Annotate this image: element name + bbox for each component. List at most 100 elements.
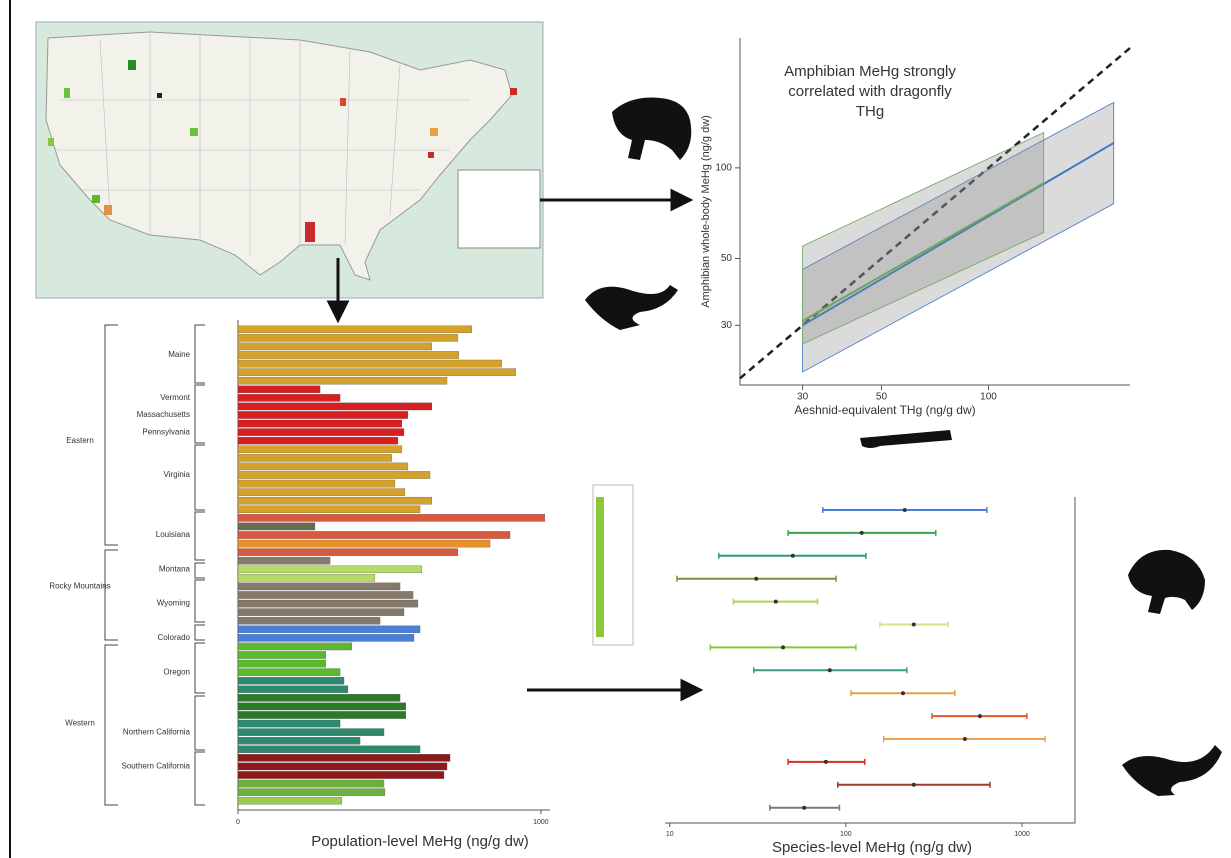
x-tick-label: 0: [236, 819, 240, 826]
state-label: Wyoming: [157, 599, 190, 608]
bar: [238, 660, 326, 667]
bar: [238, 523, 315, 530]
state-label: Montana: [159, 564, 191, 573]
bar: [238, 746, 420, 753]
bar: [238, 711, 406, 718]
bar: [238, 377, 447, 384]
state-label: Louisiana: [156, 530, 191, 539]
x-tick-label: 1000: [533, 819, 549, 826]
bar: [238, 420, 402, 427]
state-label: Massachusetts: [137, 410, 190, 419]
x-axis-label: Population-level MeHg (ng/g dw): [311, 833, 529, 850]
bar: [238, 489, 405, 496]
figure: 30501003050100Aeshnid-equivalent THg (ng…: [0, 0, 1231, 858]
bar: [238, 557, 330, 564]
bar: [238, 651, 326, 658]
state-label: Oregon: [163, 667, 190, 676]
bar: [238, 669, 340, 676]
interval-mean: [828, 668, 832, 672]
regression-title: Amphibian MeHg strongly correlated with …: [775, 62, 965, 122]
bar: [238, 797, 342, 804]
state-label: Southern California: [122, 762, 191, 771]
x-axis-label: Aeshnid-equivalent THg (ng/g dw): [794, 403, 975, 417]
x-tick-label: 10: [666, 831, 674, 838]
bar: [238, 437, 398, 444]
bar: [238, 591, 413, 598]
bar: [238, 583, 400, 590]
interval-mean: [901, 691, 905, 695]
x-tick-label: 1000: [1014, 831, 1030, 838]
bar: [238, 677, 344, 684]
y-tick-label: 50: [721, 253, 733, 264]
bar: [238, 780, 384, 787]
bar: [238, 394, 340, 401]
x-tick-label: 30: [797, 392, 809, 403]
bar: [238, 386, 320, 393]
y-tick-label: 100: [715, 163, 732, 174]
bar: [238, 737, 360, 744]
bar: [238, 506, 420, 513]
x-tick-label: 100: [840, 831, 852, 838]
interval-mean: [754, 577, 758, 581]
map-legend: [458, 170, 540, 248]
bar: [238, 369, 516, 376]
bar: [238, 566, 422, 573]
state-label: Pennsylvania: [142, 427, 190, 436]
bar: [238, 617, 380, 624]
bar: [238, 703, 406, 710]
bar: [238, 574, 375, 581]
y-tick-label: 30: [721, 320, 733, 331]
bar: [238, 351, 459, 358]
bar: [238, 326, 472, 333]
bar: [238, 514, 545, 521]
us-map: [36, 22, 543, 298]
bar: [238, 463, 408, 470]
interval-mean: [903, 508, 907, 512]
bar: [238, 471, 430, 478]
bar: [238, 343, 432, 350]
x-tick-label: 100: [980, 392, 997, 403]
figure-canvas: 30501003050100Aeshnid-equivalent THg (ng…: [0, 0, 1231, 858]
interval-mean: [912, 623, 916, 627]
bar: [238, 754, 450, 761]
bar: [238, 771, 444, 778]
bar: [238, 531, 510, 538]
region-label: Western: [65, 719, 95, 728]
state-label: Northern California: [123, 727, 191, 736]
interval-mean: [963, 737, 967, 741]
bar: [238, 720, 340, 727]
bar: [238, 626, 420, 633]
bar: [238, 789, 385, 796]
interval-mean: [791, 554, 795, 558]
bar: [238, 403, 432, 410]
bar: [238, 634, 414, 641]
bar: [238, 429, 404, 436]
interval-mean: [802, 806, 806, 810]
interval-mean: [912, 783, 916, 787]
bar: [238, 334, 458, 341]
region-label: Eastern: [66, 436, 94, 445]
bar: [238, 643, 352, 650]
interval-mean: [824, 760, 828, 764]
interval-mean: [860, 531, 864, 535]
interval-mean: [781, 645, 785, 649]
bar: [238, 763, 447, 770]
x-tick-label: 50: [876, 392, 888, 403]
bar: [238, 549, 458, 556]
interval-mean: [978, 714, 982, 718]
bar: [238, 411, 408, 418]
bar: [238, 600, 418, 607]
y-axis-label: Amphibian whole-body MeHg (ng/g dw): [700, 115, 712, 308]
bar: [238, 729, 384, 736]
bar: [238, 480, 395, 487]
confidence-band: [803, 133, 1044, 344]
state-label: Colorado: [158, 633, 191, 642]
state-label: Maine: [168, 350, 190, 359]
interval-mean: [774, 600, 778, 604]
region-label: Rocky Mountains: [49, 582, 110, 591]
bar: [238, 694, 400, 701]
x-axis-label: Species-level MeHg (ng/g dw): [772, 839, 972, 856]
state-label: Vermont: [160, 393, 191, 402]
bar: [238, 446, 402, 453]
bar: [238, 540, 490, 547]
